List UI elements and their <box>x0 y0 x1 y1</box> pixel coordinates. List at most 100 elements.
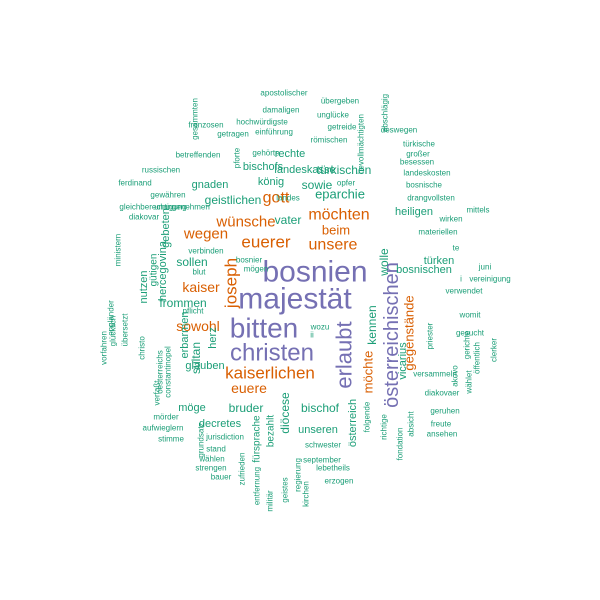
cloud-word: entfernung <box>253 467 262 505</box>
cloud-word: übergeben <box>321 97 359 106</box>
cloud-word: heiligen <box>395 206 433 218</box>
cloud-word: blut <box>193 268 207 277</box>
cloud-word: christo <box>138 336 147 360</box>
cloud-word: mittels <box>466 206 489 215</box>
cloud-word: vicarius <box>397 342 409 380</box>
cloud-word: akovo <box>451 365 460 387</box>
cloud-word: möchten <box>308 207 369 224</box>
cloud-word: geruhen <box>430 407 459 416</box>
cloud-word: bosnier <box>236 256 263 265</box>
cloud-word: sultan <box>189 342 203 374</box>
cloud-word: womit <box>459 311 482 320</box>
cloud-word: pflicht <box>183 307 205 316</box>
cloud-word: landeskosten <box>403 169 450 178</box>
cloud-word: decretes <box>199 418 242 430</box>
cloud-word: einführung <box>255 128 293 137</box>
cloud-word: wegen <box>183 226 228 243</box>
cloud-word: gewähren <box>150 191 185 200</box>
cloud-word: abschlägig <box>381 94 390 132</box>
cloud-word: kennen <box>365 305 379 344</box>
cloud-word: nutzen <box>138 270 150 303</box>
cloud-word: gütigen <box>149 254 160 287</box>
cloud-word: engländer <box>107 300 116 336</box>
cloud-word: möge <box>178 402 206 414</box>
cloud-word: sowie <box>302 178 333 192</box>
cloud-word: juni <box>478 263 492 272</box>
cloud-word: türken <box>424 255 455 267</box>
cloud-word: schwester <box>305 441 341 450</box>
cloud-word: geistlichen <box>205 193 262 207</box>
cloud-word: sollen <box>176 255 207 269</box>
cloud-word: gehörte <box>252 149 280 158</box>
cloud-word: wolle <box>377 248 391 277</box>
cloud-word: priester <box>426 322 435 349</box>
cloud-word: militär <box>266 490 275 512</box>
cloud-word: folgende <box>363 401 372 432</box>
cloud-word: unangenehmen <box>154 203 210 212</box>
cloud-word: oesterreichs <box>156 350 165 394</box>
cloud-word: russischen <box>142 166 180 175</box>
cloud-word: freute <box>431 420 452 429</box>
cloud-word: bosnien <box>262 256 367 289</box>
cloud-word: versammeln <box>413 370 457 379</box>
cloud-word: gesucht <box>456 329 485 338</box>
cloud-word: möchte <box>361 351 376 394</box>
cloud-word: verbinden <box>188 247 223 256</box>
cloud-word: ministern <box>114 234 123 266</box>
cloud-word: richtige <box>380 414 389 440</box>
cloud-word: ferdinand <box>118 179 151 188</box>
cloud-word: glauben <box>185 360 224 372</box>
cloud-word: opfer <box>337 179 356 188</box>
cloud-word: gnaden <box>192 179 229 191</box>
cloud-word: fondation <box>396 428 405 461</box>
cloud-word: getragen <box>217 130 249 139</box>
cloud-word: diakovaer <box>425 389 460 398</box>
cloud-word: hochwürdigste <box>236 118 288 127</box>
cloud-word: ansehen <box>427 430 458 439</box>
cloud-word: eparchie <box>315 187 365 202</box>
cloud-word: vater <box>275 213 302 227</box>
cloud-word: pforte <box>233 147 242 168</box>
cloud-word: beim <box>322 223 350 238</box>
cloud-word: absicht <box>407 411 416 437</box>
cloud-word: clerker <box>490 338 499 362</box>
cloud-word: euerer <box>241 233 290 252</box>
cloud-word: mögen <box>244 265 268 274</box>
cloud-word: bosnischen <box>396 264 452 276</box>
cloud-word: bischofs <box>243 161 284 173</box>
cloud-word: strengen <box>195 464 226 473</box>
cloud-word: erzogen <box>325 477 354 486</box>
cloud-word: rechte <box>275 148 306 160</box>
cloud-word: christen <box>230 340 314 367</box>
cloud-word: getreide <box>328 123 357 132</box>
cloud-word: wozu <box>310 323 330 332</box>
cloud-word: öffentlich <box>473 342 482 374</box>
cloud-word: deswegen <box>381 126 417 135</box>
cloud-word: kaiser <box>182 279 220 295</box>
cloud-word: erbarmen <box>179 311 191 358</box>
cloud-word: bezahlt <box>266 415 277 447</box>
cloud-word: stimme <box>158 435 184 444</box>
cloud-word: gerichte <box>463 330 472 359</box>
cloud-word: september <box>303 456 341 465</box>
cloud-word: erlaubt <box>332 321 357 388</box>
cloud-word: damaligen <box>263 106 300 115</box>
cloud-word: zufrieden <box>238 453 247 486</box>
cloud-word: sowohl <box>176 318 220 334</box>
cloud-word: großer <box>406 150 430 159</box>
cloud-word: aufwieglern <box>143 424 184 433</box>
cloud-word: vorfahren <box>100 331 109 365</box>
cloud-word: wirken <box>438 215 462 224</box>
cloud-word: franzosen <box>188 121 223 130</box>
cloud-word: bevollmächtigten <box>357 114 366 174</box>
cloud-word: betreffenden <box>176 151 221 160</box>
cloud-word: bosnische <box>406 181 443 190</box>
cloud-word: joseph <box>222 258 241 309</box>
cloud-word: gleichberechtigung <box>119 203 186 212</box>
cloud-word: unglücke <box>317 111 350 120</box>
cloud-word: wünsche <box>215 214 275 231</box>
cloud-word: bitten <box>230 313 299 344</box>
cloud-word: lebetheils <box>316 464 350 473</box>
cloud-word: türkische <box>403 140 436 149</box>
cloud-word: landeskasse <box>274 164 335 176</box>
